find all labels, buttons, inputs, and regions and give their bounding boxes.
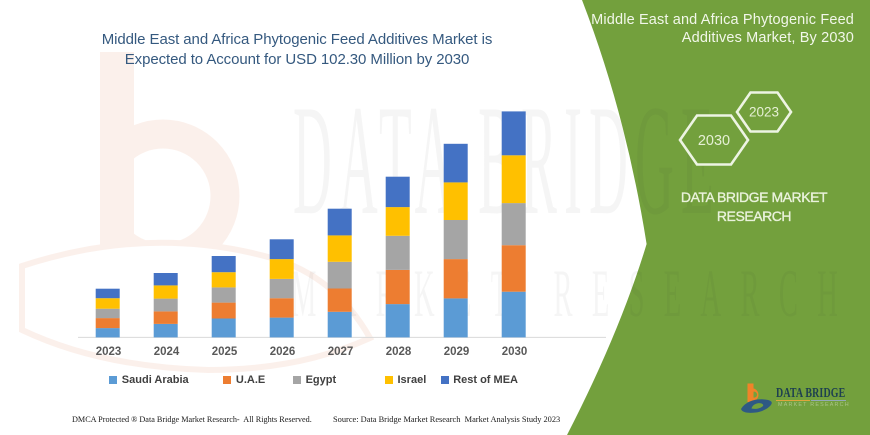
svg-text:2023: 2023	[749, 105, 779, 120]
svg-text:2030: 2030	[698, 133, 730, 149]
